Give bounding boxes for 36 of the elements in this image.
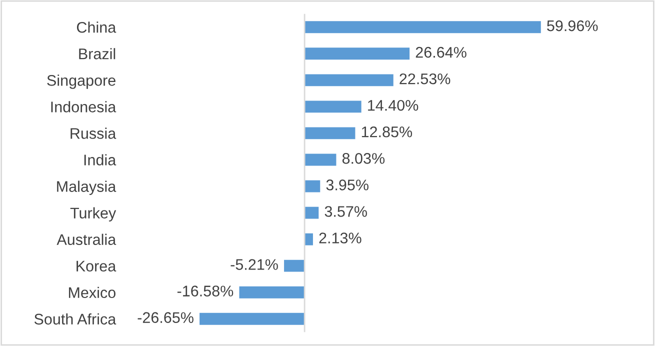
data-label: -5.21% <box>230 259 278 270</box>
y-tick-label: Brazil <box>79 48 116 60</box>
bar <box>304 180 320 192</box>
data-label: 3.57% <box>324 206 367 217</box>
data-label: 22.53% <box>400 73 450 84</box>
data-label: 26.64% <box>416 46 466 58</box>
data-label: 2.13% <box>319 232 362 244</box>
data-label: 8.03% <box>342 153 385 164</box>
bar <box>304 48 410 60</box>
bar <box>304 233 313 246</box>
y-tick-label: Malaysia <box>57 180 116 195</box>
y-tick-label: Turkey <box>70 207 116 222</box>
data-label: 12.85% <box>362 126 412 138</box>
y-tick-label: Australia <box>56 234 116 246</box>
bar <box>304 206 319 219</box>
y-tick-label: India <box>84 154 116 166</box>
bar <box>200 312 305 325</box>
y-tick-label: Russia <box>70 128 116 139</box>
y-tick-label: Mexico <box>68 286 116 298</box>
bar <box>284 260 305 272</box>
y-tick-label: Indonesia <box>51 101 116 112</box>
data-label: 14.40% <box>368 100 418 111</box>
bar <box>304 154 336 166</box>
data-label: -16.58% <box>177 286 234 296</box>
bar <box>304 74 394 86</box>
bar <box>304 100 362 113</box>
bar <box>304 127 356 140</box>
y-tick-label: China <box>76 22 116 33</box>
y-tick-label: Korea <box>76 260 116 272</box>
data-label: 59.96% <box>547 20 598 32</box>
y-tick-label: Singapore <box>47 74 116 89</box>
data-label: -26.65% <box>138 312 194 323</box>
bar <box>304 21 541 34</box>
data-label: 3.95% <box>326 180 368 190</box>
bar <box>239 286 305 298</box>
y-tick-label: South Africa <box>34 313 116 325</box>
